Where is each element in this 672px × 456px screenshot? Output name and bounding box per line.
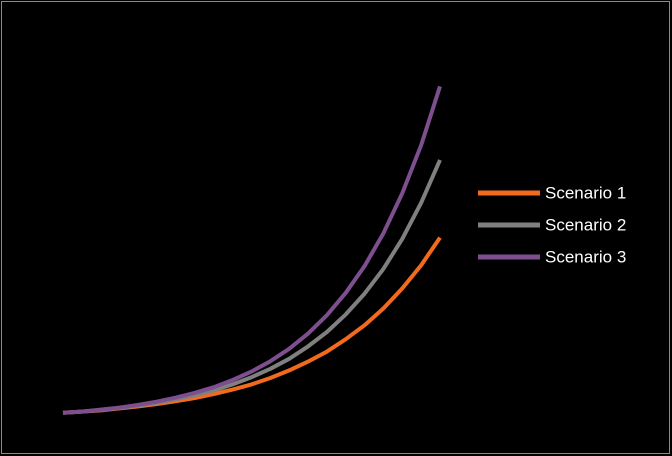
legend-label: Scenario 2: [545, 215, 626, 234]
legend-label: Scenario 1: [545, 183, 626, 202]
legend-label: Scenario 3: [545, 247, 626, 266]
line-series: [62, 85, 442, 415]
